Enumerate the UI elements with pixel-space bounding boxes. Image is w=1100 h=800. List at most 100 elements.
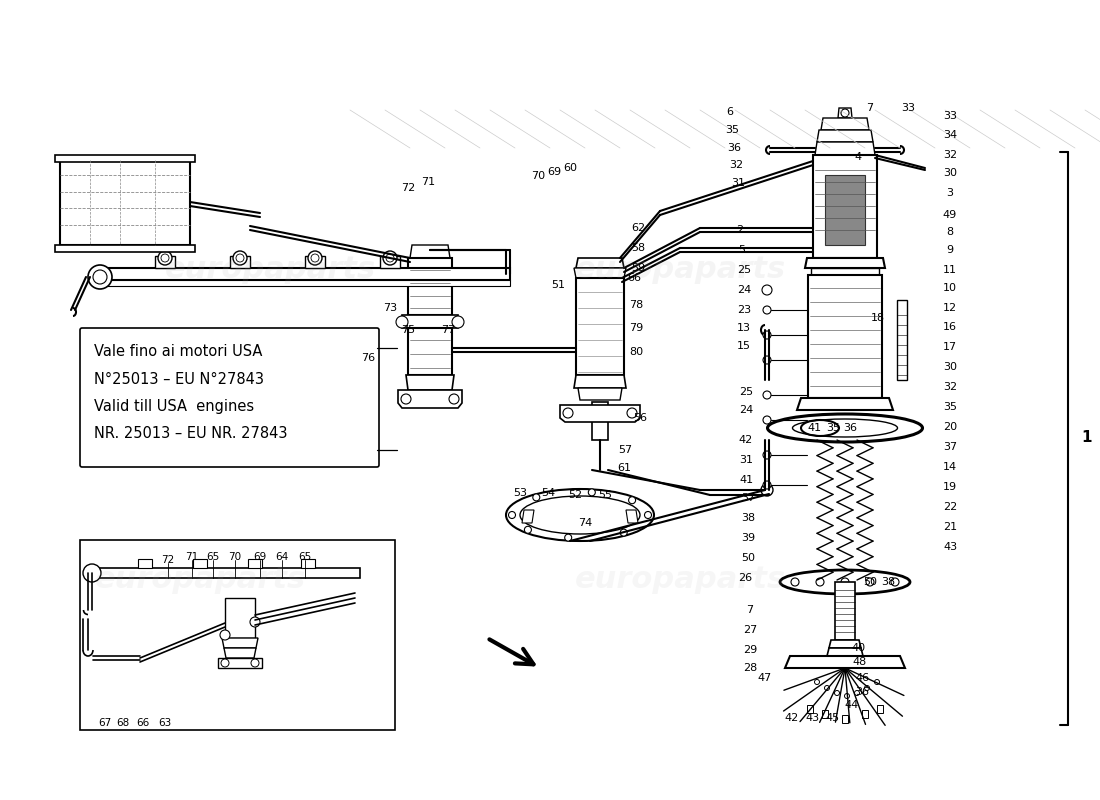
Polygon shape (576, 258, 624, 268)
Text: 19: 19 (943, 482, 957, 492)
Circle shape (763, 481, 771, 489)
Text: 60: 60 (563, 163, 578, 173)
Polygon shape (785, 656, 905, 668)
Text: 78: 78 (629, 300, 644, 310)
Text: europaparts: europaparts (164, 255, 375, 285)
Text: 64: 64 (275, 552, 288, 562)
Text: 38: 38 (881, 577, 895, 587)
Ellipse shape (506, 489, 654, 541)
Text: 70: 70 (531, 171, 546, 181)
Text: 47: 47 (758, 673, 772, 683)
Circle shape (251, 659, 258, 667)
Polygon shape (829, 640, 861, 648)
Text: europaparts: europaparts (574, 566, 785, 594)
Polygon shape (406, 375, 454, 390)
Text: 73: 73 (383, 303, 397, 313)
Circle shape (645, 511, 651, 518)
Circle shape (221, 659, 229, 667)
Text: 25: 25 (739, 387, 754, 397)
Bar (842, 715, 848, 723)
Circle shape (763, 331, 771, 339)
Polygon shape (408, 258, 452, 315)
Text: 22: 22 (943, 502, 957, 512)
Polygon shape (815, 142, 875, 155)
Text: 33: 33 (901, 103, 915, 113)
Circle shape (161, 254, 169, 262)
Bar (592, 402, 608, 440)
Ellipse shape (520, 496, 640, 534)
Text: 14: 14 (943, 462, 957, 472)
Circle shape (763, 391, 771, 399)
Text: 11: 11 (943, 265, 957, 275)
Text: 55: 55 (598, 490, 612, 500)
Text: 63: 63 (158, 718, 172, 728)
Bar (896, 300, 907, 380)
Circle shape (791, 578, 799, 586)
Text: 50: 50 (864, 577, 877, 587)
Circle shape (627, 408, 637, 418)
Circle shape (386, 254, 394, 262)
Polygon shape (55, 155, 195, 162)
Bar (305, 256, 324, 268)
Text: 40: 40 (851, 643, 865, 653)
Ellipse shape (768, 414, 923, 442)
Text: Valid till USA  engines: Valid till USA engines (94, 398, 254, 414)
Text: 65: 65 (207, 552, 220, 562)
Circle shape (233, 251, 248, 265)
Text: 67: 67 (98, 718, 111, 728)
Text: 50: 50 (741, 553, 755, 563)
Text: 36: 36 (843, 423, 857, 433)
Polygon shape (576, 278, 624, 375)
Text: 80: 80 (629, 347, 644, 357)
Text: 33: 33 (943, 111, 957, 121)
Circle shape (816, 578, 824, 586)
Text: 37: 37 (741, 493, 755, 503)
Polygon shape (827, 648, 864, 656)
Polygon shape (222, 638, 258, 648)
Polygon shape (408, 328, 452, 375)
Text: 31: 31 (732, 178, 745, 188)
Circle shape (866, 578, 874, 586)
Text: 58: 58 (631, 243, 645, 253)
Polygon shape (578, 388, 621, 400)
Text: 29: 29 (742, 645, 757, 655)
Text: 72: 72 (400, 183, 415, 193)
Text: 65: 65 (298, 552, 311, 562)
Text: 69: 69 (253, 552, 266, 562)
Polygon shape (224, 648, 256, 658)
Polygon shape (100, 280, 510, 286)
Text: 49: 49 (943, 210, 957, 220)
Text: 5: 5 (738, 245, 746, 255)
Circle shape (874, 679, 880, 685)
Bar (807, 705, 813, 713)
Circle shape (564, 534, 572, 541)
Text: 51: 51 (551, 280, 565, 290)
Circle shape (250, 617, 260, 627)
Polygon shape (811, 268, 879, 275)
Text: 42: 42 (785, 713, 799, 723)
Text: 71: 71 (421, 177, 436, 187)
Text: 24: 24 (739, 405, 754, 415)
Text: 75: 75 (400, 325, 415, 335)
Text: 77: 77 (441, 325, 455, 335)
Polygon shape (55, 245, 195, 252)
Circle shape (763, 356, 771, 364)
Text: 18: 18 (871, 313, 886, 323)
Text: 70: 70 (229, 552, 242, 562)
Polygon shape (626, 510, 638, 523)
Circle shape (845, 694, 849, 698)
Text: 32: 32 (943, 382, 957, 392)
Text: 1: 1 (1081, 430, 1092, 445)
Polygon shape (574, 268, 626, 278)
Ellipse shape (780, 570, 910, 594)
Circle shape (628, 497, 636, 504)
Text: 38: 38 (741, 513, 755, 523)
Circle shape (620, 529, 627, 536)
Polygon shape (226, 598, 255, 638)
Polygon shape (838, 108, 853, 118)
Polygon shape (813, 155, 877, 258)
Bar (862, 710, 868, 718)
Text: 72: 72 (162, 555, 175, 565)
Polygon shape (821, 118, 869, 130)
FancyBboxPatch shape (80, 328, 380, 467)
